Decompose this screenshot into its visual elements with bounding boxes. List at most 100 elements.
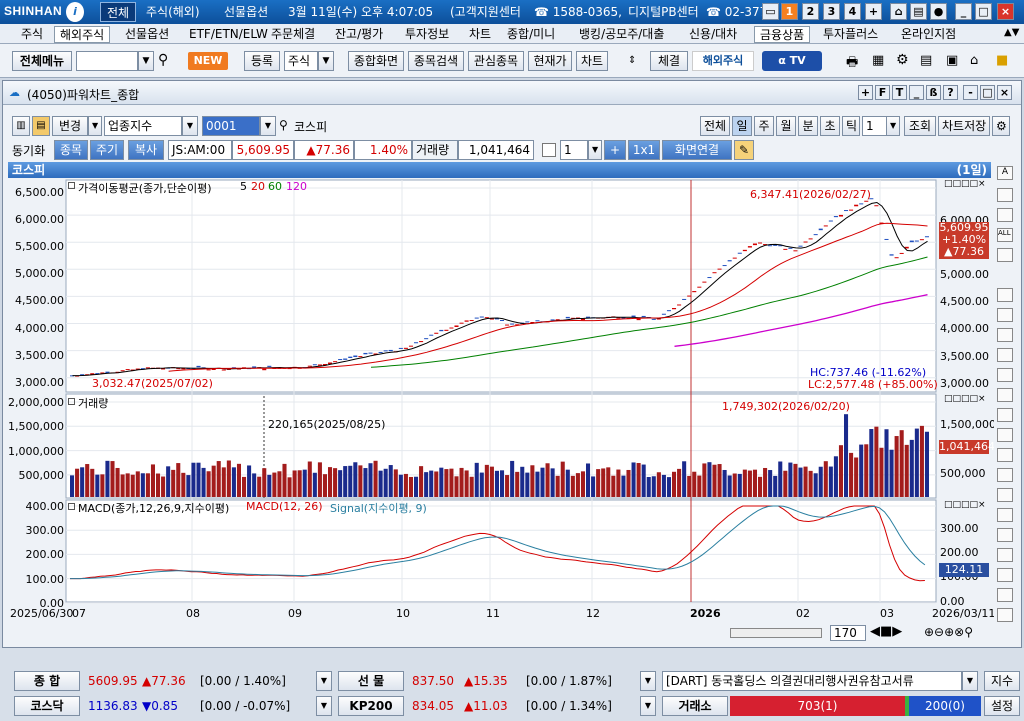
win-add-button[interactable]: + [858,85,873,100]
news-dropdown[interactable]: ▼ [962,671,978,691]
chart-area[interactable] [8,178,994,623]
all-menu-button[interactable]: 전체메뉴 [12,51,72,71]
kp200-button[interactable]: KP200 [338,696,404,716]
macd-legend[interactable]: MACD(종가,12,26,9,지수이평) [78,502,230,515]
kosdaq-button[interactable]: 코스닥 [14,696,80,716]
calculator-icon[interactable]: ▦ [872,53,885,68]
code-search-icon[interactable]: ⚲ [279,118,288,132]
sync-period-button[interactable]: 주기 [90,140,124,160]
menu-invest-plus[interactable]: 투자플러스 [823,27,879,41]
period-second-button[interactable]: 초 [820,116,840,136]
win-help-button[interactable]: ? [943,85,958,100]
menu-balance[interactable]: 잔고/평가 [335,27,384,41]
tool-text-icon[interactable]: A [997,166,1013,180]
sector-select[interactable]: 업종지수 [104,116,182,136]
new-badge[interactable]: NEW [188,52,228,70]
change-button[interactable]: 변경 [52,116,88,136]
settings-button[interactable]: 설정 [984,696,1020,716]
screen-link-button[interactable]: 화면연결 [662,140,732,160]
watchlist-button[interactable]: 관심종목 [468,51,524,71]
screen-4-button[interactable]: 4 [844,3,861,20]
layout-toggle-button[interactable]: ▥ [12,116,30,136]
sign-button[interactable]: 체결 [650,51,688,71]
price-legend[interactable]: 가격이동평균(종가,단순이평) [78,182,212,195]
category-dropdown[interactable]: ▼ [318,51,334,71]
maximize-icon[interactable]: □ [975,3,992,20]
kosdaq-dropdown[interactable]: ▼ [316,696,332,716]
price-panel-controls[interactable]: □□□□× [944,179,986,189]
change-dropdown[interactable]: ▼ [88,116,102,136]
scroll-nav-icons[interactable]: ◀■▶ [870,624,903,639]
menu-futures[interactable]: 선물옵션 [125,27,170,41]
tool-all-icon[interactable]: ALL [997,228,1013,242]
tool-period-icon[interactable] [997,608,1013,622]
color-swatch-icon[interactable] [542,143,556,157]
menu-mini[interactable]: 종합/미니 [507,27,556,41]
kospi-dropdown[interactable]: ▼ [316,671,332,691]
tool-trend-icon[interactable] [997,328,1013,342]
menu-overseas-stock[interactable]: 해외주식 [54,26,111,43]
home-icon[interactable]: ⌂ [890,3,907,20]
folder-icon[interactable]: ■ [996,53,1009,68]
chart-button[interactable]: 차트 [576,51,608,71]
tool-line-icon[interactable] [997,288,1013,302]
layout-icon[interactable]: ▤ [920,53,933,68]
tool-arrow-down-icon[interactable] [997,588,1013,602]
menu-banking[interactable]: 뱅킹/공모주/대출 [579,27,665,41]
screen-3-button[interactable]: 3 [823,3,840,20]
tool-cross-icon[interactable] [997,468,1013,482]
chart-settings-button[interactable]: ⚙ [992,116,1010,136]
tool-angle-icon[interactable] [997,408,1013,422]
kp200-dropdown[interactable]: ▼ [640,696,656,716]
tool-arrows-icon[interactable] [997,508,1013,522]
window-icon[interactable]: ▣ [946,53,959,68]
lock-icon[interactable]: ● [930,3,947,20]
tab-all[interactable]: 전체 [100,2,137,22]
zoom-slider[interactable] [730,628,822,638]
stock-search-button[interactable]: 종목검색 [408,51,464,71]
period-day-button[interactable]: 일 [732,116,752,136]
tool-box-icon[interactable] [997,548,1013,562]
menu-financial-products[interactable]: 금융상품 [754,26,811,43]
sector-dropdown[interactable]: ▼ [182,116,198,136]
index-button[interactable]: 지수 [984,671,1020,691]
win-t-button[interactable]: T [892,85,907,100]
register-button[interactable]: 등록 [244,51,280,71]
sync-copy-button[interactable]: 복사 [128,140,164,160]
tab-futures[interactable]: 선물옵션 [224,5,269,19]
tool-h-icon[interactable] [997,488,1013,502]
overseas-stock-link[interactable]: 해외주식 [692,51,754,71]
win-minimize-button[interactable]: - [963,85,978,100]
minimize-icon[interactable]: _ [955,3,972,20]
menu-scroll-icon[interactable]: ▲▼ [1004,27,1020,38]
current-price-button[interactable]: 현재가 [528,51,572,71]
tool-ray-icon[interactable] [997,368,1013,382]
category-select[interactable]: 주식 [284,51,318,71]
code-dropdown[interactable]: ▼ [260,116,276,136]
period-month-button[interactable]: 월 [776,116,796,136]
menu-chart[interactable]: 차트 [469,27,492,41]
gear-icon[interactable]: ⚙ [896,52,909,68]
tab-overseas-stock[interactable]: 주식(해외) [146,5,200,19]
tool-grid-icon[interactable] [997,188,1013,202]
tool-wave-icon[interactable] [997,448,1013,462]
tool-pen-icon[interactable] [997,208,1013,222]
news-ticker[interactable]: [DART] 동국홀딩스 의결권대리행사권유참고서류 [662,671,962,691]
tool-fan-icon[interactable] [997,428,1013,442]
screen-add-button[interactable]: + [865,3,882,20]
period-minute-button[interactable]: 분 [798,116,818,136]
tool-arrow-up-icon[interactable] [997,568,1013,582]
volume-legend[interactable]: 거래량 [78,397,109,410]
toolbar-expand-icon[interactable]: ⇕ [628,55,637,66]
screen-2-button[interactable]: 2 [802,3,819,20]
ratio-button[interactable]: 1x1 [628,140,660,160]
print-icon[interactable]: ▤ [910,3,927,20]
volume-panel-controls[interactable]: □□□□× [944,394,986,404]
overview-button[interactable]: 종합화면 [348,51,404,71]
menu-etf[interactable]: ETF/ETN/ELW [189,27,268,41]
win-b-button[interactable]: ß [926,85,941,100]
menu-stock[interactable]: 주식 [21,27,44,41]
lock-screen-icon[interactable]: ⌂ [970,53,979,68]
printer-icon[interactable]: 🖶 [846,55,859,70]
zoom-input[interactable]: 170 [830,625,866,641]
